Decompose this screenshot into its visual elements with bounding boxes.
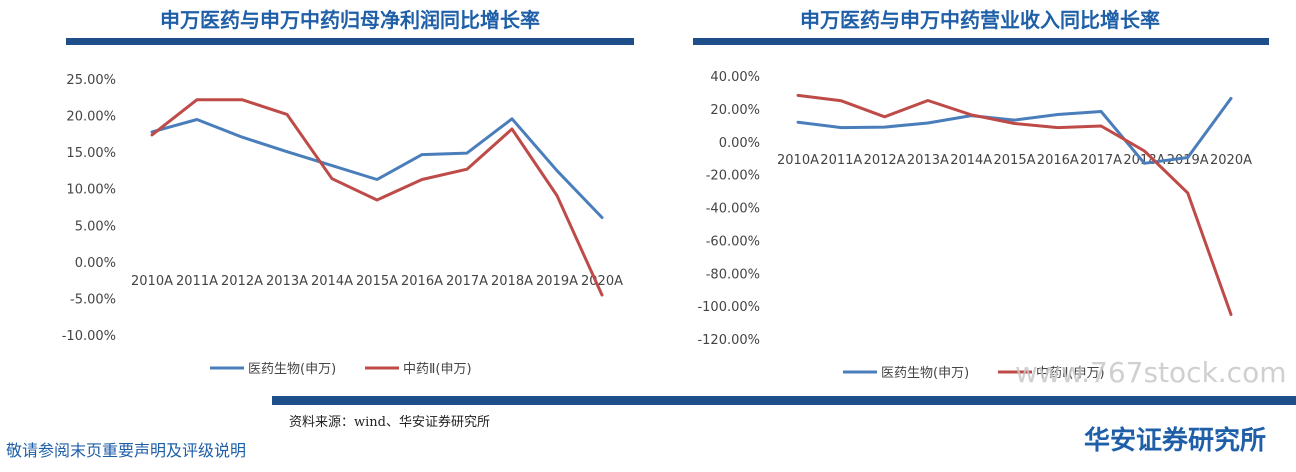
y-tick-label: 25.00% xyxy=(66,73,116,88)
legend-label: 中药Ⅱ(申万) xyxy=(1036,366,1105,381)
legend-label: 中药Ⅱ(申万) xyxy=(403,362,472,377)
y-tick-label: 10.00% xyxy=(66,183,116,198)
y-tick-label: -60.00% xyxy=(706,234,760,249)
series-line-tcm xyxy=(150,98,604,297)
left-chart-title: 申万医药与申万中药归母净利润同比增长率 xyxy=(160,8,540,32)
x-tick-label: 2010A xyxy=(131,274,173,289)
x-tick-label: 2018A xyxy=(1123,153,1165,168)
y-tick-label: 20.00% xyxy=(66,110,116,125)
right-title-underline xyxy=(693,38,1269,45)
x-tick-label: 2020A xyxy=(581,274,623,289)
y-tick-label: -80.00% xyxy=(706,267,760,282)
legend-label: 医药生物(申万) xyxy=(248,362,336,377)
right-line-chart: 40.00% 20.00% 0.00% -20.00% -40.00% -60.00% -8… xyxy=(697,70,1252,381)
x-tick-label: 2020A xyxy=(1210,153,1252,168)
disclaimer-link[interactable]: 敬请参阅末页重要声明及评级说明 xyxy=(6,441,247,460)
x-tick-label: 2019A xyxy=(536,274,578,289)
y-tick-label: -10.00% xyxy=(62,329,116,344)
x-tick-label: 2015A xyxy=(994,153,1036,168)
brand-logo-text: 华安证券研究所 xyxy=(1083,426,1266,456)
x-tick-label: 2018A xyxy=(491,274,533,289)
y-tick-label: 15.00% xyxy=(66,146,116,161)
x-tick-label: 2010A xyxy=(777,153,819,168)
left-line-chart: 25.00% 20.00% 15.00% 10.00% 5.00% 0.00% -5.00%… xyxy=(62,73,623,377)
series-line-tcm xyxy=(796,93,1233,316)
footer-divider xyxy=(272,396,1296,405)
series-line-pharma xyxy=(796,96,1233,165)
y-tick-label: 0.00% xyxy=(719,136,760,151)
x-tick-label: 2019A xyxy=(1167,153,1209,168)
y-tick-label: -100.00% xyxy=(697,300,760,315)
chart-legend: 医药生物(申万) 中药Ⅱ(申万) xyxy=(843,366,1105,381)
x-tick-label: 2014A xyxy=(950,153,992,168)
x-tick-label: 2013A xyxy=(907,153,949,168)
x-tick-label: 2014A xyxy=(311,274,353,289)
x-tick-label: 2016A xyxy=(1037,153,1079,168)
y-tick-label: 20.00% xyxy=(710,103,760,118)
x-tick-label: 2017A xyxy=(446,274,488,289)
x-tick-label: 2016A xyxy=(401,274,443,289)
x-tick-label: 2017A xyxy=(1080,153,1122,168)
x-tick-label: 2015A xyxy=(356,274,398,289)
y-tick-label: -40.00% xyxy=(706,202,760,217)
right-chart-title: 申万医药与申万中药营业收入同比增长率 xyxy=(800,8,1160,32)
y-tick-label: -120.00% xyxy=(697,333,760,348)
source-note: 资料来源：wind、华安证券研究所 xyxy=(289,415,490,430)
x-tick-label: 2012A xyxy=(221,274,263,289)
watermark-text: www.767stock.com xyxy=(1015,356,1287,389)
y-tick-label: -20.00% xyxy=(706,169,760,184)
x-tick-label: 2011A xyxy=(176,274,218,289)
y-tick-label: 0.00% xyxy=(75,256,116,271)
series-line-pharma xyxy=(150,117,604,219)
y-tick-label: 40.00% xyxy=(710,70,760,85)
legend-label: 医药生物(申万) xyxy=(881,366,969,381)
right-chart-panel: 申万医药与申万中药营业收入同比增长率 40.00% 20.00% 0.00% -20.… xyxy=(648,0,1296,400)
y-tick-label: 5.00% xyxy=(75,219,116,234)
x-tick-label: 2011A xyxy=(820,153,862,168)
left-chart-panel: 申万医药与申万中药归母净利润同比增长率 25.00% 20.00% 15.00% 10… xyxy=(0,0,648,400)
left-title-underline xyxy=(66,38,634,45)
y-tick-label: -5.00% xyxy=(70,292,116,307)
x-tick-label: 2012A xyxy=(864,153,906,168)
chart-legend: 医药生物(申万) 中药Ⅱ(申万) xyxy=(210,362,472,377)
x-tick-label: 2013A xyxy=(266,274,308,289)
